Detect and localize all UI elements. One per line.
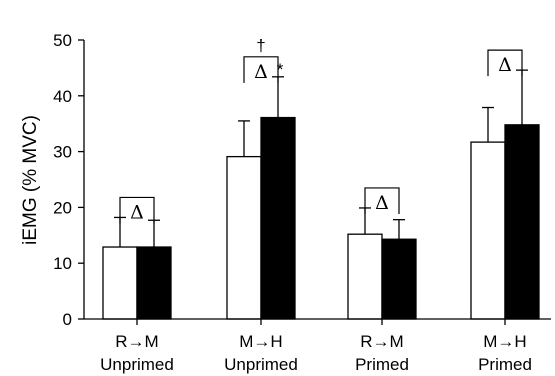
- significance-bracket: [487, 49, 523, 77]
- delta-label: Δ: [498, 54, 512, 76]
- delta-label: Δ: [375, 192, 389, 214]
- bar: [136, 246, 172, 320]
- y-tick-label: 40: [53, 87, 72, 106]
- bar: [470, 141, 506, 320]
- x-tick-label: Primed: [478, 355, 532, 374]
- bar: [504, 124, 540, 320]
- y-axis: 0 10 20 30 40 50: [53, 31, 85, 329]
- x-tick-label: Unprimed: [100, 355, 174, 374]
- x-tick-label: M→H: [483, 332, 526, 351]
- x-tick-label: R→M: [360, 332, 403, 351]
- significance-asterisk: *: [277, 60, 284, 79]
- significance-bracket: [243, 56, 279, 83]
- bar: [381, 238, 417, 320]
- bar: [260, 116, 296, 320]
- x-tick-label: Primed: [355, 355, 409, 374]
- delta-label: Δ: [254, 61, 268, 83]
- y-tick-label: 20: [53, 198, 72, 217]
- x-tick-label: R→M: [115, 332, 158, 351]
- dagger-mark: †: [256, 36, 265, 55]
- y-tick-label: 30: [53, 143, 72, 162]
- bars: [102, 69, 540, 320]
- delta-label: Δ: [130, 201, 144, 223]
- bar: [102, 246, 138, 320]
- bar: [226, 155, 262, 320]
- annotations: Δ Δ † Δ Δ *: [119, 36, 523, 224]
- y-tick-label: 0: [63, 310, 72, 329]
- x-tick-label: M→H: [239, 332, 282, 351]
- y-tick-label: 10: [53, 254, 72, 273]
- bar: [347, 233, 383, 320]
- x-axis: R→M Unprimed M→H Unprimed R→M Primed M→H Primed: [84, 318, 551, 374]
- significance-bracket: [364, 187, 400, 214]
- y-axis-label: iEMG (% MVC): [20, 115, 41, 245]
- y-tick-label: 50: [53, 31, 72, 50]
- x-tick-label: Unprimed: [224, 355, 298, 374]
- significance-bracket: [119, 196, 155, 224]
